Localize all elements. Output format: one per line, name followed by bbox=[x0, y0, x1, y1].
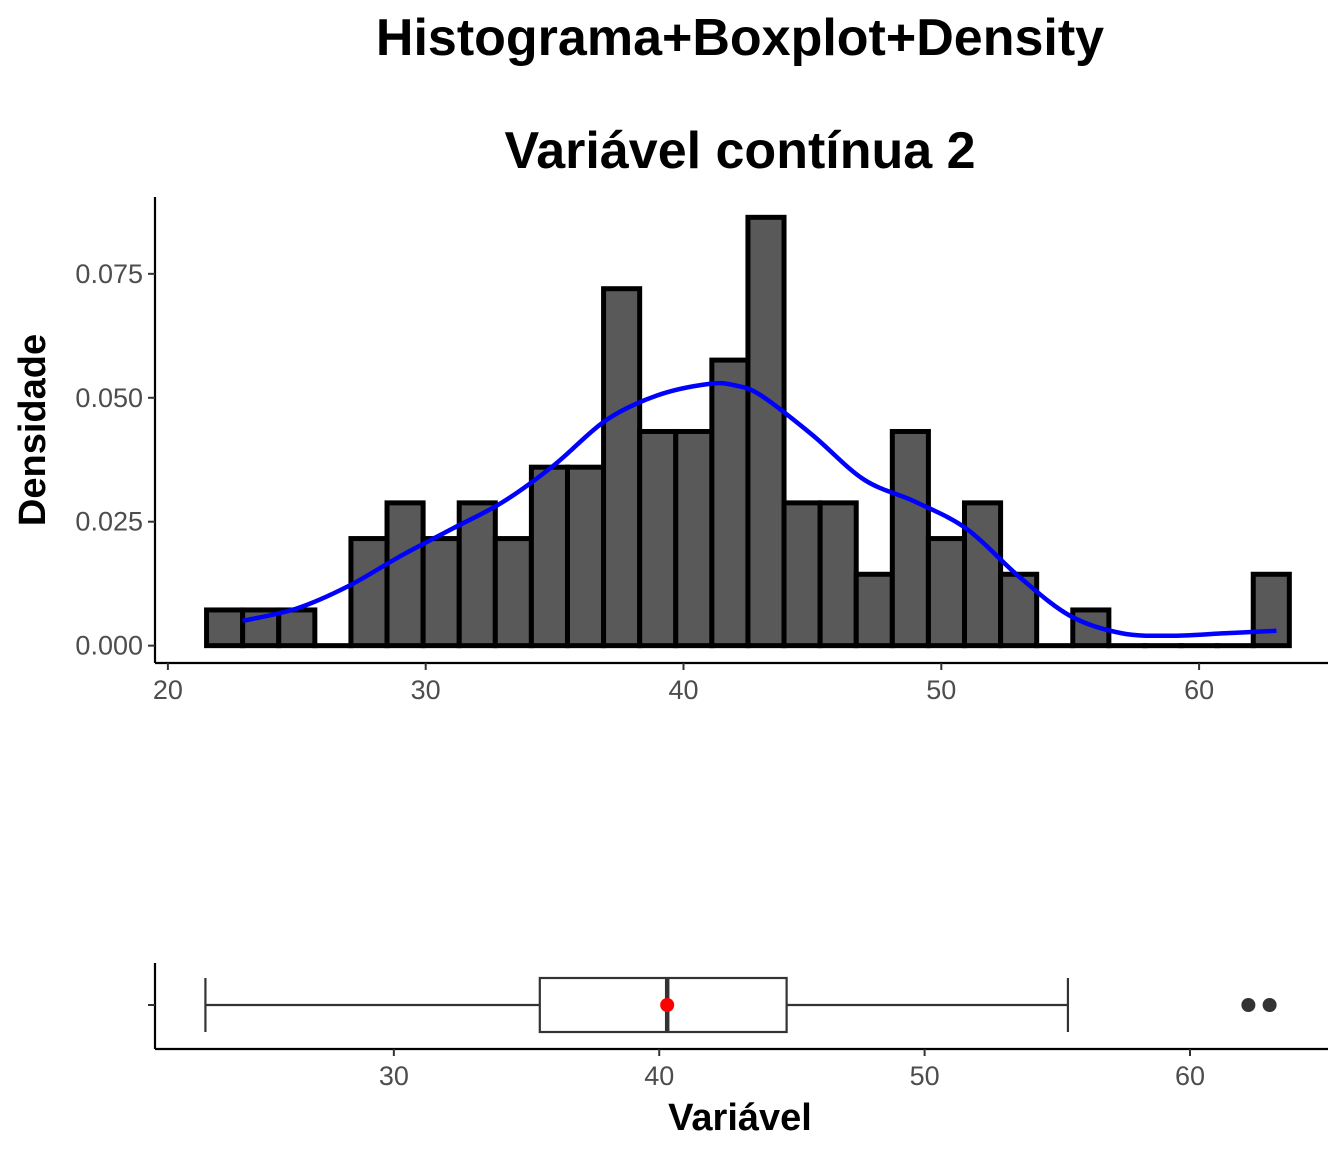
histogram-bar bbox=[637, 428, 679, 649]
y-tick-label: 0.000 bbox=[75, 631, 143, 661]
histogram-bar bbox=[384, 500, 426, 649]
y-axis-title: Densidade bbox=[12, 334, 54, 526]
histogram-bar bbox=[1250, 571, 1292, 649]
y-tick-label: 0.075 bbox=[75, 259, 143, 289]
x-tick-label: 20 bbox=[153, 675, 183, 705]
chart-title-line1: Histograma+Boxplot+Density bbox=[376, 9, 1104, 67]
box-x-tick-label: 30 bbox=[379, 1061, 409, 1091]
box-x-tick-label: 60 bbox=[1175, 1061, 1205, 1091]
histogram-bar bbox=[925, 536, 967, 649]
x-tick-label: 50 bbox=[926, 675, 956, 705]
histogram-bar bbox=[673, 428, 715, 649]
mean-point bbox=[660, 998, 675, 1012]
y-tick-label: 0.025 bbox=[75, 507, 143, 537]
histogram-bar bbox=[528, 464, 570, 649]
x-axis-title: Variável bbox=[668, 1097, 812, 1139]
histogram-bar bbox=[601, 286, 643, 649]
boxplot-panel: 30 40 50 60 bbox=[148, 963, 1328, 1091]
x-tick-label: 60 bbox=[1184, 675, 1214, 705]
histogram-panel: 0.000 0.025 0.050 0.075 20 30 40 50 60 bbox=[75, 197, 1328, 705]
histogram-bar bbox=[709, 357, 751, 649]
outlier-point bbox=[1241, 998, 1256, 1012]
outlier-point bbox=[1262, 998, 1277, 1012]
y-tick-label: 0.050 bbox=[75, 383, 143, 413]
box-x-tick-label: 50 bbox=[910, 1061, 940, 1091]
histogram-bar bbox=[853, 571, 895, 649]
histogram-bar bbox=[492, 536, 534, 649]
histogram-bar bbox=[564, 464, 607, 649]
histogram-bar bbox=[745, 214, 787, 649]
histogram-bar bbox=[817, 500, 859, 649]
histogram-bar bbox=[276, 607, 318, 649]
box-x-tick-label: 40 bbox=[644, 1061, 674, 1091]
histogram-bar bbox=[889, 428, 931, 649]
histogram-bar bbox=[961, 500, 1004, 649]
histogram-bar bbox=[456, 500, 498, 649]
chart-title-line2: Variável contínua 2 bbox=[504, 122, 975, 180]
density-curve bbox=[242, 380, 1277, 639]
histogram-bar bbox=[781, 500, 823, 649]
x-tick-label: 30 bbox=[411, 675, 441, 705]
histogram-bar bbox=[348, 536, 390, 649]
x-tick-label: 40 bbox=[668, 675, 698, 705]
histogram-bar bbox=[204, 607, 246, 649]
histogram-bar bbox=[420, 536, 462, 649]
